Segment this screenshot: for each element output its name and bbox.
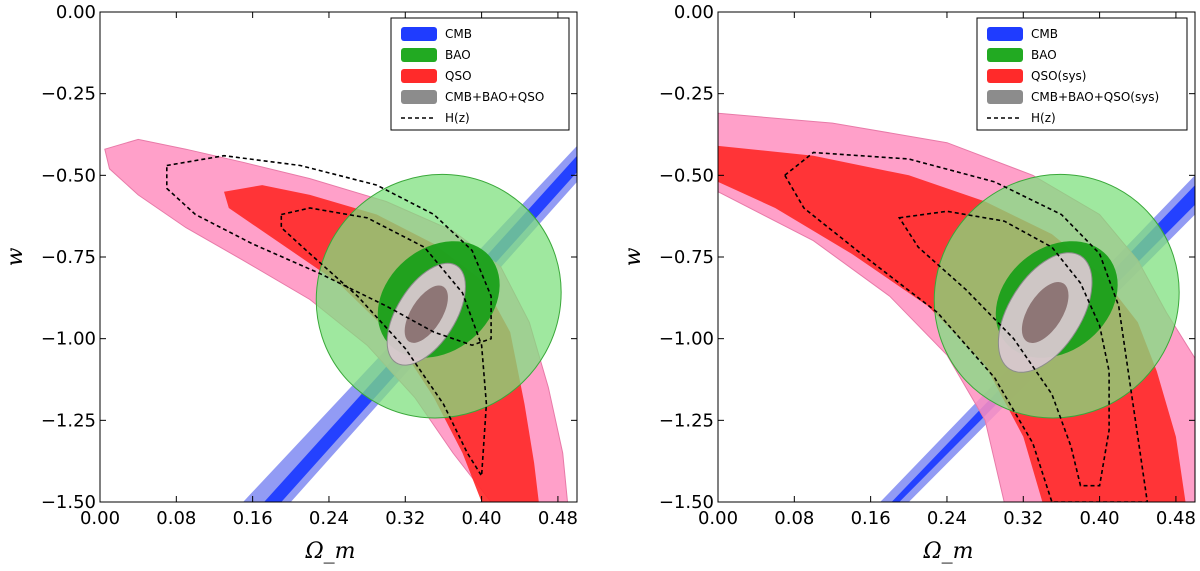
left-x-tick-label: 0.48: [538, 508, 578, 529]
right-contour-panel: 0.00 0.08 0.16 0.24 0.32 0.40 0.48 0.00 −0.25 −0.…: [621, 2, 1196, 564]
right-x-tick-label: 0.40: [1080, 508, 1120, 529]
right-legend-label: BAO: [1031, 48, 1057, 62]
right-legend-label: CMB+BAO+QSO(sys): [1031, 90, 1159, 104]
right-joint-inner-region: [1021, 282, 1069, 343]
right-legend-label: CMB: [1031, 27, 1058, 41]
left-joint-inner-region: [404, 285, 448, 343]
left-plot-area: [104, 138, 577, 502]
right-legend-swatch-2: [987, 69, 1023, 83]
left-ticks: 0.00 0.08 0.16 0.24 0.32 0.40 0.48 0.00 −0.25 −0.…: [41, 2, 578, 529]
right-x-axis-label: Ω_m: [922, 539, 973, 564]
left-legend-swatch-3: [401, 90, 437, 104]
right-y-tick-label: −1.50: [659, 492, 714, 513]
left-legend-label: QSO: [445, 69, 472, 83]
left-legend-swatch-0: [401, 27, 437, 41]
right-x-tick-label: 0.00: [698, 508, 738, 529]
left-y-tick-label: 0.00: [56, 2, 96, 23]
left-x-tick-label: 0.32: [385, 508, 425, 529]
right-x-tick-label: 0.16: [851, 508, 891, 529]
left-x-tick-label: 0.16: [233, 508, 273, 529]
left-y-tick-label: −0.75: [41, 247, 96, 268]
left-y-tick-label: −1.50: [41, 492, 96, 513]
left-x-axis-label: Ω_m: [304, 539, 355, 564]
left-y-tick-label: −0.25: [41, 84, 96, 105]
right-plot-area: [718, 112, 1195, 502]
right-y-tick-label: 0.00: [674, 2, 714, 23]
left-legend-label: BAO: [445, 48, 471, 62]
left-legend: CMB BAO QSO CMB+BAO+QSO H(z): [390, 17, 570, 131]
right-legend-swatch-1: [987, 48, 1023, 62]
left-cmb-inner-region: [264, 155, 577, 502]
left-y-tick-label: −0.50: [41, 165, 96, 186]
right-legend-swatch-3: [987, 90, 1023, 104]
right-x-tick-label: 0.32: [1003, 508, 1043, 529]
left-legend-label: H(z): [445, 111, 470, 125]
left-y-tick-label: −1.25: [41, 410, 96, 431]
right-y-tick-label: −0.75: [659, 247, 714, 268]
left-x-tick-label: 0.08: [156, 508, 196, 529]
left-legend-swatch-1: [401, 48, 437, 62]
left-legend-swatch-2: [401, 69, 437, 83]
right-legend-label: QSO(sys): [1031, 69, 1086, 83]
left-hz-inner-contour: [280, 207, 488, 479]
right-y-tick-label: −0.50: [659, 165, 714, 186]
right-x-tick-label: 0.24: [927, 508, 967, 529]
right-x-tick-label: 0.48: [1156, 508, 1196, 529]
right-legend-swatch-0: [987, 27, 1023, 41]
right-ticks: 0.00 0.08 0.16 0.24 0.32 0.40 0.48 0.00 −0.25 −0.…: [659, 2, 1196, 529]
right-y-tick-label: −1.25: [659, 410, 714, 431]
left-y-tick-label: −1.00: [41, 329, 96, 350]
right-y-tick-label: −1.00: [659, 329, 714, 350]
right-hz-outer-contour: [783, 151, 1149, 502]
right-legend-label: H(z): [1031, 111, 1056, 125]
right-legend: CMB BAO QSO(sys) CMB+BAO+QSO(sys) H(z): [976, 17, 1188, 131]
right-hz-inner-contour: [897, 210, 1110, 487]
left-x-tick-label: 0.24: [309, 508, 349, 529]
left-contour-panel: 0.00 0.08 0.16 0.24 0.32 0.40 0.48 0.00 −0.25 −0.…: [3, 2, 578, 564]
right-y-tick-label: −0.25: [659, 84, 714, 105]
left-y-axis-label: w: [3, 247, 28, 266]
left-legend-label: CMB+BAO+QSO: [445, 90, 544, 104]
right-x-tick-label: 0.08: [774, 508, 814, 529]
left-hz-outer-contour: [166, 154, 492, 347]
left-x-tick-label: 0.40: [462, 508, 502, 529]
left-legend-label: CMB: [445, 27, 472, 41]
right-y-axis-label: w: [621, 247, 646, 266]
left-x-tick-label: 0.00: [80, 508, 120, 529]
